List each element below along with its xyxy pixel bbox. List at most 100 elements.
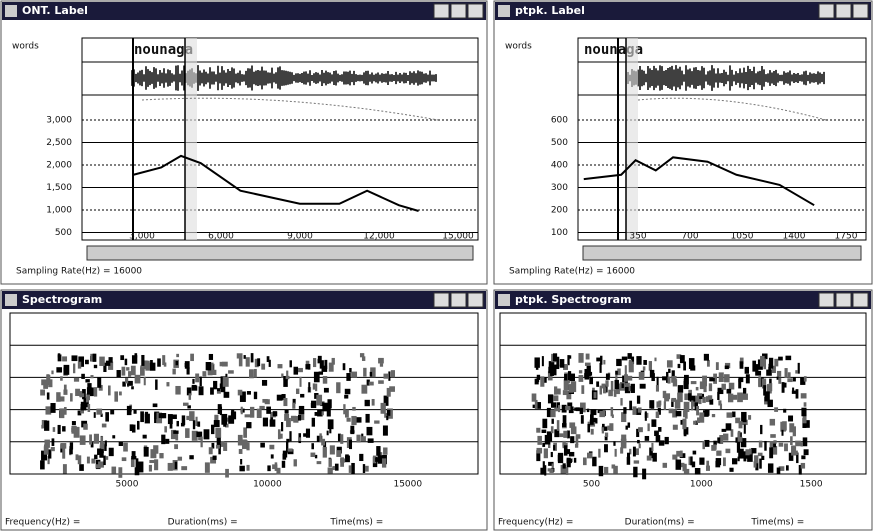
x-axis-label: 1400 [783,232,806,242]
spectral-energy [322,411,324,415]
scrollbar[interactable] [583,246,861,260]
spectral-energy [740,361,744,368]
spectral-energy [741,412,746,422]
spectral-energy [642,469,646,480]
spectral-energy [288,448,293,451]
spectral-energy [367,427,373,435]
maximize-button[interactable] [451,293,466,307]
spectral-energy [298,437,301,441]
spectral-energy [173,415,177,420]
minimize-button[interactable] [819,4,834,18]
spectral-energy [769,358,773,369]
spectral-energy [559,433,563,437]
y-axis-label: 1,000 [46,206,72,216]
spectral-energy [123,443,128,452]
spectral-energy [225,374,227,377]
maximize-button[interactable] [451,4,466,18]
spectral-energy [64,407,67,415]
spectral-energy [62,356,67,361]
spectral-energy [721,384,725,390]
spectral-energy [628,376,633,381]
spectral-energy [647,456,652,461]
spectral-energy [178,457,182,461]
spectral-energy [197,421,200,426]
spectral-energy [563,431,567,438]
spectral-energy [583,457,587,465]
spectral-energy [359,454,363,461]
spectral-energy [599,466,603,476]
spectral-energy [556,357,559,367]
close-button[interactable] [853,4,868,18]
spectral-energy [313,383,315,389]
spectral-energy [343,363,346,370]
spectral-energy [241,407,243,415]
minimize-button[interactable] [434,293,449,307]
spectral-energy [53,427,55,432]
spectral-energy [128,371,131,377]
spectral-energy [122,457,127,461]
spectral-energy [161,413,166,418]
x-axis-label: 10000 [253,480,282,490]
spectral-energy [294,459,297,466]
spectral-energy [592,457,596,467]
maximize-button[interactable] [836,4,851,18]
minimize-button[interactable] [819,293,834,307]
spectral-energy [161,435,165,445]
x-axis-label: 9,000 [287,232,313,242]
spectral-energy [217,388,220,391]
spectral-energy [553,395,558,401]
spectral-energy [779,443,784,447]
spectral-energy [605,433,608,437]
maximize-button[interactable] [836,293,851,307]
spectral-energy [317,461,322,464]
x-axis-label: 350 [629,232,646,242]
spectral-energy [609,423,613,431]
spectral-energy [199,386,204,395]
spectral-energy [131,366,136,376]
spectral-energy [604,467,608,474]
spectral-energy [143,435,147,439]
spectral-energy [649,361,652,371]
spectral-energy [686,377,689,384]
spectral-energy [691,361,695,371]
spectral-energy [723,457,726,466]
scrollbar[interactable] [87,246,473,260]
spectral-energy [579,375,584,382]
close-button[interactable] [853,293,868,307]
spectral-energy [114,391,118,401]
spectral-energy [75,389,80,396]
spectral-energy [58,425,61,434]
spectral-energy [616,359,622,366]
status-text: Time(ms) = [750,518,804,528]
spectral-energy [651,419,656,427]
status-text: Sampling Rate(Hz) = 16000 [16,267,142,277]
spectral-energy [259,406,264,409]
spectral-energy [647,423,649,431]
spectral-energy [695,468,701,475]
spectral-energy [732,395,738,400]
spectral-energy [711,445,716,451]
spectral-energy [372,399,375,406]
spectral-energy [356,435,360,443]
close-button[interactable] [468,4,483,18]
spectral-energy [537,375,540,380]
spectral-energy [239,466,244,472]
spectral-energy [244,355,246,359]
spectral-energy [645,436,649,441]
x-axis-label: 700 [681,232,698,242]
minimize-button[interactable] [434,4,449,18]
spectral-energy [265,399,270,404]
spectral-energy [748,415,751,420]
close-button[interactable] [468,293,483,307]
spectral-energy [62,426,65,431]
spectral-energy [211,425,214,434]
spectral-energy [603,360,605,364]
spectral-energy [220,362,222,366]
spectral-energy [356,417,362,422]
spectral-energy [640,384,646,389]
spectral-energy [94,455,97,459]
spectral-energy [86,397,89,403]
spectral-energy [567,459,572,463]
spectral-energy [300,394,304,398]
spectral-energy [699,458,704,465]
